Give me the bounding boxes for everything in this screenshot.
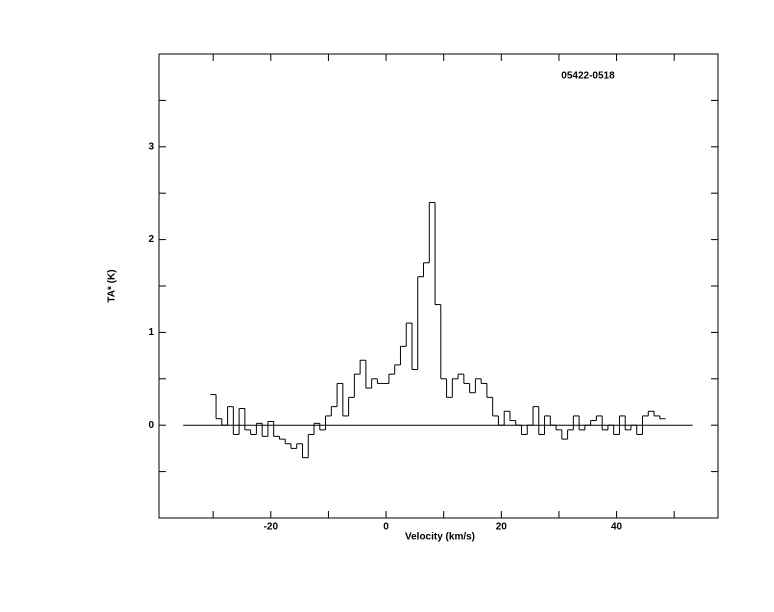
x-tick-label: 20 — [496, 522, 508, 533]
x-tick-label: -20 — [264, 522, 279, 533]
annotation: 05422-0518 — [561, 71, 615, 82]
y-tick-label: 3 — [148, 141, 154, 152]
y-tick-label: 0 — [148, 420, 154, 431]
y-tick-label: 1 — [148, 327, 154, 338]
x-tick-label: 0 — [383, 522, 389, 533]
plot-frame — [158, 53, 719, 519]
x-axis-label: Velocity (km/s) — [405, 532, 475, 543]
x-tick-label: 40 — [611, 522, 623, 533]
y-tick-label: 2 — [148, 234, 154, 245]
y-axis-label: TA* (K) — [107, 269, 118, 302]
